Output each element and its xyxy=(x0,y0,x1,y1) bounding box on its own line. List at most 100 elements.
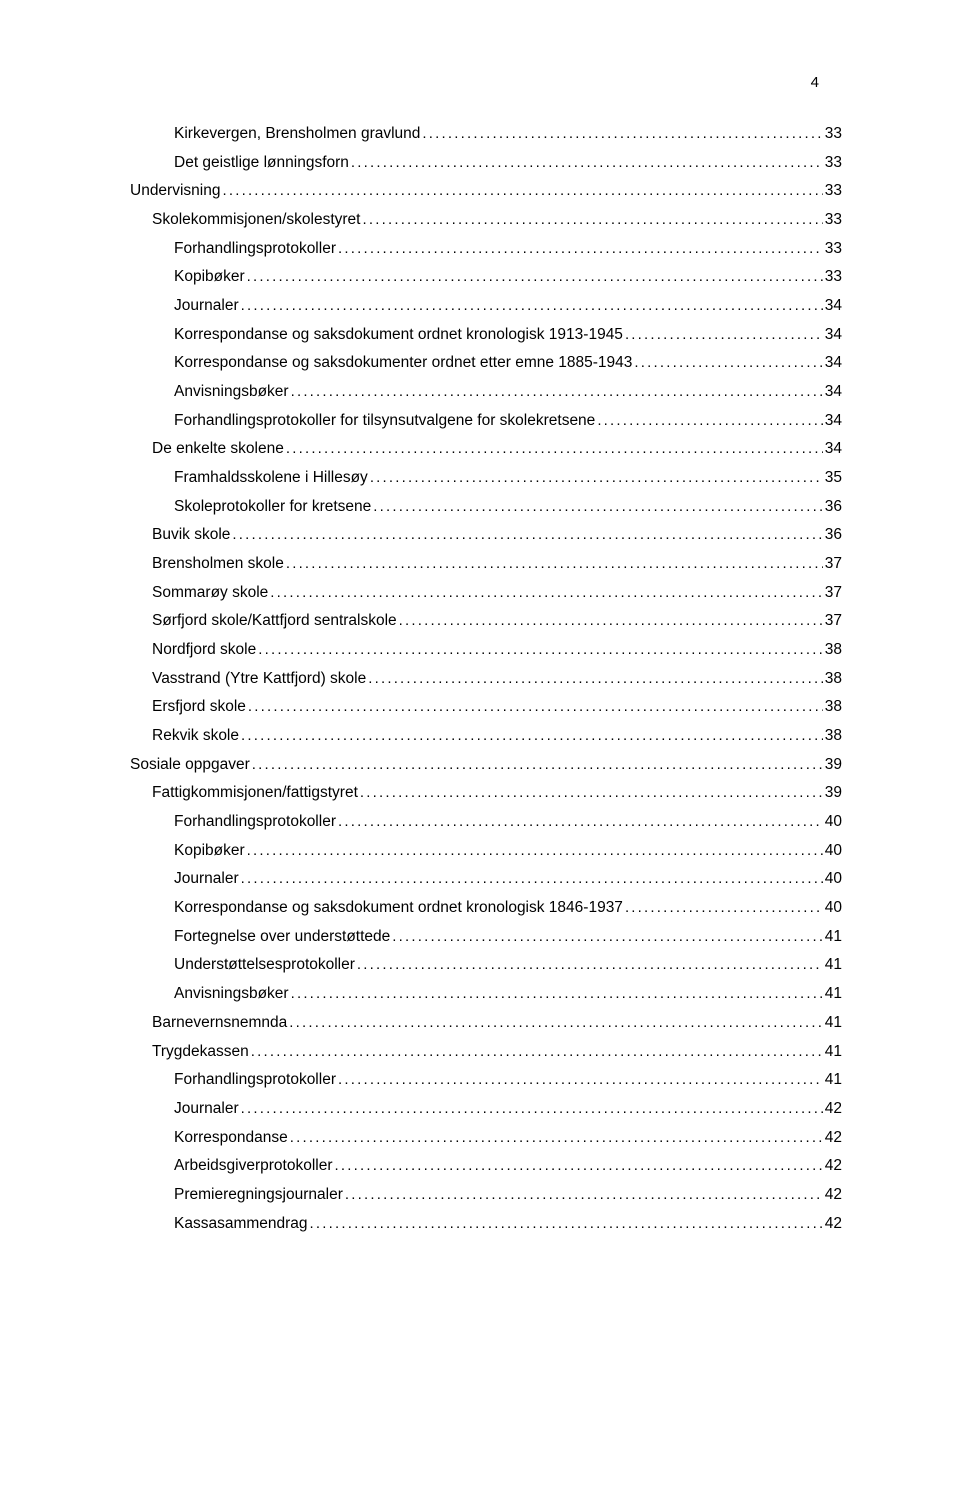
toc-entry-label: Trygdekassen xyxy=(152,1038,249,1067)
toc-leader-dots xyxy=(625,894,823,922)
toc-entry-label: Skoleprotokoller for kretsene xyxy=(174,493,371,522)
toc-entry-page: 37 xyxy=(825,607,842,636)
toc-entry: De enkelte skolene 34 xyxy=(130,435,842,464)
toc-leader-dots xyxy=(241,722,823,750)
toc-entry-page: 33 xyxy=(825,235,842,264)
toc-entry-page: 33 xyxy=(825,263,842,292)
toc-entry: Korrespondanse 42 xyxy=(130,1124,842,1153)
toc-leader-dots xyxy=(373,493,822,521)
toc-entry-page: 41 xyxy=(825,951,842,980)
toc-entry: Anvisningsbøker 41 xyxy=(130,980,842,1009)
toc-entry-label: Fattigkommisjonen/fattigstyret xyxy=(152,779,358,808)
toc-entry: Rekvik skole38 xyxy=(130,722,842,751)
toc-entry-page: 34 xyxy=(825,292,842,321)
toc-entry-page: 38 xyxy=(825,636,842,665)
toc-entry-page: 34 xyxy=(825,378,842,407)
toc-leader-dots xyxy=(286,435,823,463)
toc-entry: Forhandlingsprotokoller41 xyxy=(130,1066,842,1095)
toc-entry-label: Framhaldsskolene i Hillesøy xyxy=(174,464,368,493)
toc-entry-page: 33 xyxy=(825,177,842,206)
toc-entry-page: 41 xyxy=(825,1066,842,1095)
toc-entry-page: 38 xyxy=(825,693,842,722)
toc-entry-page: 34 xyxy=(825,349,842,378)
toc-entry-label: Korrespondanse og saksdokumenter ordnet … xyxy=(174,349,632,378)
toc-entry-label: Barnevernsnemnda xyxy=(152,1009,287,1038)
toc-leader-dots xyxy=(422,120,822,148)
toc-entry-page: 37 xyxy=(825,550,842,579)
toc-leader-dots xyxy=(362,206,822,234)
toc-entry-label: De enkelte skolene xyxy=(152,435,284,464)
toc-entry-label: Journaler xyxy=(174,1095,239,1124)
toc-leader-dots xyxy=(634,349,822,377)
toc-entry-label: Undervisning xyxy=(130,177,220,206)
toc-entry-page: 34 xyxy=(825,435,842,464)
toc-leader-dots xyxy=(252,751,823,779)
toc-entry: Anvisningsbøker 34 xyxy=(130,378,842,407)
toc-leader-dots xyxy=(368,665,823,693)
toc-leader-dots xyxy=(291,980,823,1008)
toc-entry-label: Korrespondanse xyxy=(174,1124,288,1153)
page-number: 4 xyxy=(811,74,819,91)
table-of-contents: Kirkevergen, Brensholmen gravlund33Det g… xyxy=(130,120,842,1238)
toc-entry-page: 38 xyxy=(825,722,842,751)
toc-leader-dots xyxy=(241,292,823,320)
toc-entry-label: Sommarøy skole xyxy=(152,579,268,608)
toc-entry-label: Ersfjord skole xyxy=(152,693,246,722)
toc-leader-dots xyxy=(290,1124,823,1152)
toc-entry-label: Kopibøker xyxy=(174,263,245,292)
toc-entry-page: 42 xyxy=(825,1210,842,1239)
toc-entry-label: Anvisningsbøker xyxy=(174,980,289,1009)
toc-leader-dots xyxy=(258,636,823,664)
toc-entry-label: Anvisningsbøker xyxy=(174,378,289,407)
toc-entry-label: Journaler xyxy=(174,865,239,894)
toc-leader-dots xyxy=(360,779,823,807)
toc-entry-page: 37 xyxy=(825,579,842,608)
toc-leader-dots xyxy=(247,837,823,865)
toc-entry-page: 34 xyxy=(825,407,842,436)
toc-entry: Kassasammendrag42 xyxy=(130,1210,842,1239)
toc-entry-label: Det geistlige lønningsforn xyxy=(174,149,349,178)
toc-entry-page: 33 xyxy=(825,120,842,149)
toc-entry-label: Forhandlingsprotokoller xyxy=(174,235,336,264)
toc-entry: Premieregningsjournaler42 xyxy=(130,1181,842,1210)
toc-entry: Sosiale oppgaver39 xyxy=(130,751,842,780)
toc-leader-dots xyxy=(241,865,823,893)
toc-entry-label: Korrespondanse og saksdokument ordnet kr… xyxy=(174,321,623,350)
toc-entry-label: Sosiale oppgaver xyxy=(130,751,250,780)
toc-entry: Korrespondanse og saksdokumenter ordnet … xyxy=(130,349,842,378)
toc-leader-dots xyxy=(338,1066,823,1094)
toc-entry: Nordfjord skole38 xyxy=(130,636,842,665)
toc-entry-page: 40 xyxy=(825,808,842,837)
toc-entry-label: Fortegnelse over understøttede xyxy=(174,923,390,952)
toc-entry: Barnevernsnemnda41 xyxy=(130,1009,842,1038)
toc-entry-page: 42 xyxy=(825,1181,842,1210)
toc-entry: Sørfjord skole/Kattfjord sentralskole37 xyxy=(130,607,842,636)
toc-entry-page: 41 xyxy=(825,980,842,1009)
toc-entry-page: 36 xyxy=(825,521,842,550)
toc-entry-page: 36 xyxy=(825,493,842,522)
toc-entry: Buvik skole36 xyxy=(130,521,842,550)
toc-entry: Det geistlige lønningsforn 33 xyxy=(130,149,842,178)
toc-entry-label: Understøttelsesprotokoller xyxy=(174,951,355,980)
toc-entry: Skoleprotokoller for kretsene 36 xyxy=(130,493,842,522)
toc-entry-label: Kopibøker xyxy=(174,837,245,866)
toc-leader-dots xyxy=(247,263,823,291)
toc-entry-page: 42 xyxy=(825,1124,842,1153)
toc-entry-page: 40 xyxy=(825,894,842,923)
toc-entry-page: 38 xyxy=(825,665,842,694)
toc-entry: Forhandlingsprotokoller for tilsynsutval… xyxy=(130,407,842,436)
toc-leader-dots xyxy=(289,1009,822,1037)
toc-leader-dots xyxy=(392,923,822,951)
toc-entry: Fortegnelse over understøttede41 xyxy=(130,923,842,952)
toc-entry-label: Kirkevergen, Brensholmen gravlund xyxy=(174,120,420,149)
toc-entry: Undervisning 33 xyxy=(130,177,842,206)
toc-leader-dots xyxy=(241,1095,823,1123)
toc-entry-page: 33 xyxy=(825,149,842,178)
toc-entry: Framhaldsskolene i Hillesøy35 xyxy=(130,464,842,493)
toc-entry-label: Journaler xyxy=(174,292,239,321)
toc-leader-dots xyxy=(232,521,822,549)
toc-entry: Fattigkommisjonen/fattigstyret39 xyxy=(130,779,842,808)
toc-entry: Understøttelsesprotokoller 41 xyxy=(130,951,842,980)
toc-leader-dots xyxy=(597,407,822,435)
toc-entry-page: 42 xyxy=(825,1152,842,1181)
